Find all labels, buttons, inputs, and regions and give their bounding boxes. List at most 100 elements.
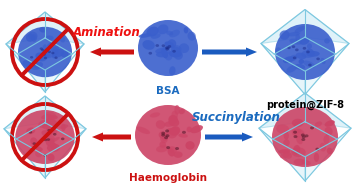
Ellipse shape <box>308 64 312 66</box>
Ellipse shape <box>139 33 151 38</box>
Ellipse shape <box>292 128 305 138</box>
Ellipse shape <box>43 154 47 157</box>
Ellipse shape <box>22 60 32 67</box>
FancyArrow shape <box>202 47 257 57</box>
Ellipse shape <box>47 138 50 141</box>
Ellipse shape <box>168 148 175 156</box>
Ellipse shape <box>61 138 64 140</box>
Text: Amination: Amination <box>73 26 140 39</box>
Ellipse shape <box>26 128 35 134</box>
Ellipse shape <box>325 120 335 127</box>
Ellipse shape <box>26 34 34 42</box>
Ellipse shape <box>39 47 43 50</box>
Ellipse shape <box>310 126 314 129</box>
Ellipse shape <box>296 53 307 59</box>
Ellipse shape <box>291 147 306 157</box>
Ellipse shape <box>61 51 69 58</box>
Ellipse shape <box>164 136 168 139</box>
Ellipse shape <box>166 31 173 35</box>
Ellipse shape <box>299 59 304 64</box>
Ellipse shape <box>302 50 314 58</box>
Ellipse shape <box>324 38 330 43</box>
Ellipse shape <box>272 107 338 167</box>
Ellipse shape <box>182 131 186 134</box>
Ellipse shape <box>179 109 185 114</box>
Ellipse shape <box>30 137 37 145</box>
FancyArrow shape <box>90 47 134 57</box>
Ellipse shape <box>165 48 169 50</box>
Ellipse shape <box>293 145 300 155</box>
Ellipse shape <box>190 125 203 133</box>
Ellipse shape <box>178 134 188 138</box>
Ellipse shape <box>292 119 303 126</box>
Ellipse shape <box>165 52 172 60</box>
Ellipse shape <box>28 32 38 40</box>
Polygon shape <box>45 129 86 178</box>
Ellipse shape <box>150 112 160 118</box>
Ellipse shape <box>287 46 291 49</box>
Ellipse shape <box>167 128 177 138</box>
FancyArrow shape <box>205 132 253 142</box>
Ellipse shape <box>167 128 172 134</box>
Ellipse shape <box>171 45 182 53</box>
Ellipse shape <box>161 132 165 135</box>
Polygon shape <box>305 128 351 181</box>
Polygon shape <box>259 93 351 128</box>
Ellipse shape <box>161 47 170 55</box>
Ellipse shape <box>169 146 177 153</box>
Ellipse shape <box>161 49 168 58</box>
Polygon shape <box>4 96 86 129</box>
Ellipse shape <box>43 139 47 141</box>
Polygon shape <box>45 44 84 92</box>
Ellipse shape <box>302 136 306 139</box>
Text: BSA: BSA <box>156 86 180 96</box>
Ellipse shape <box>161 134 165 137</box>
Ellipse shape <box>44 57 47 59</box>
Polygon shape <box>261 9 349 43</box>
Ellipse shape <box>46 126 56 133</box>
Ellipse shape <box>301 133 305 136</box>
Ellipse shape <box>306 51 320 57</box>
Ellipse shape <box>164 121 175 127</box>
Ellipse shape <box>30 56 33 59</box>
Ellipse shape <box>29 63 41 70</box>
Ellipse shape <box>46 138 55 146</box>
Ellipse shape <box>168 45 171 48</box>
Ellipse shape <box>38 120 50 128</box>
Ellipse shape <box>47 42 54 47</box>
Ellipse shape <box>169 127 179 136</box>
Ellipse shape <box>41 114 52 119</box>
Ellipse shape <box>307 43 312 49</box>
Ellipse shape <box>44 52 54 58</box>
Ellipse shape <box>294 121 304 128</box>
Ellipse shape <box>279 30 290 40</box>
Ellipse shape <box>43 53 46 56</box>
Ellipse shape <box>278 149 290 153</box>
Ellipse shape <box>185 141 195 150</box>
Ellipse shape <box>41 49 44 51</box>
Ellipse shape <box>161 44 165 47</box>
Ellipse shape <box>31 34 37 42</box>
Polygon shape <box>6 44 45 92</box>
Ellipse shape <box>148 52 152 55</box>
Ellipse shape <box>34 62 43 69</box>
Ellipse shape <box>324 135 329 144</box>
Ellipse shape <box>295 48 299 51</box>
Ellipse shape <box>169 66 176 75</box>
Ellipse shape <box>169 50 182 57</box>
Ellipse shape <box>165 129 169 132</box>
Ellipse shape <box>45 135 55 142</box>
Ellipse shape <box>175 147 179 150</box>
Ellipse shape <box>45 130 58 135</box>
Ellipse shape <box>61 124 66 131</box>
Ellipse shape <box>142 40 155 50</box>
Ellipse shape <box>47 154 55 161</box>
Ellipse shape <box>168 39 176 48</box>
Ellipse shape <box>295 64 305 70</box>
Ellipse shape <box>146 27 159 36</box>
Ellipse shape <box>156 145 168 152</box>
Polygon shape <box>259 128 305 181</box>
Text: Haemoglobin: Haemoglobin <box>129 173 207 183</box>
Ellipse shape <box>45 36 54 41</box>
Ellipse shape <box>51 52 55 54</box>
